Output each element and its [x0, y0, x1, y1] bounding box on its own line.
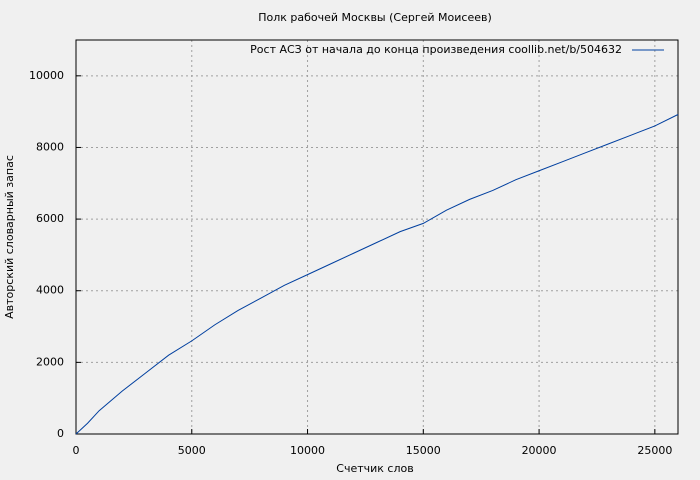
x-tick-label: 15000	[406, 444, 441, 457]
chart-title: Полк рабочей Москвы (Сергей Моисеев)	[258, 11, 492, 24]
y-tick-label: 0	[57, 427, 64, 440]
plot-frame	[75, 39, 679, 435]
data-line	[75, 114, 679, 435]
x-tick-label: 20000	[522, 444, 557, 457]
legend-label: Рост АСЗ от начала до конца произведения…	[250, 43, 622, 56]
y-tick-label: 6000	[36, 212, 64, 225]
y-tick-label: 10000	[29, 69, 64, 82]
y-tick-label: 4000	[36, 284, 64, 297]
x-tick-label: 10000	[290, 444, 325, 457]
plot-area	[76, 40, 678, 434]
y-tick-label: 8000	[36, 140, 64, 153]
x-axis-label: Счетчик слов	[336, 462, 413, 475]
x-tick-label: 0	[73, 444, 80, 457]
y-tick-label: 2000	[36, 355, 64, 368]
x-tick-label: 25000	[637, 444, 672, 457]
x-tick-label: 5000	[178, 444, 206, 457]
y-axis-label: Авторский словарный запас	[3, 155, 16, 319]
